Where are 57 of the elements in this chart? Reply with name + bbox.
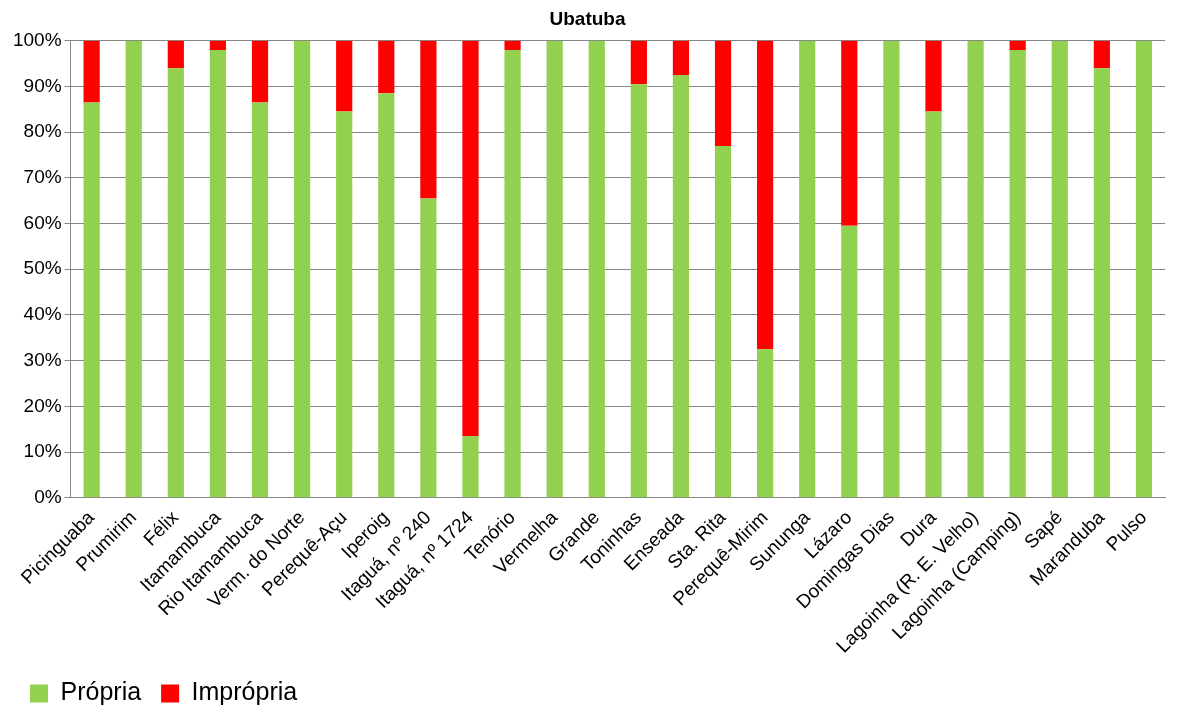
y-tick-label: 30% — [23, 348, 62, 370]
y-tick-label: 0% — [34, 485, 62, 507]
bar — [672, 75, 690, 498]
bar — [420, 40, 437, 199]
legend-label: Própria — [60, 677, 142, 706]
bar — [462, 436, 479, 498]
bar — [1009, 49, 1026, 498]
bar — [841, 40, 858, 226]
bar — [378, 40, 395, 94]
y-tick-label: 20% — [23, 394, 62, 416]
bar — [1051, 40, 1068, 498]
bar — [714, 40, 732, 146]
bar — [757, 40, 774, 350]
bar — [294, 40, 311, 498]
bar — [1093, 68, 1110, 498]
y-tick-label: 60% — [23, 211, 62, 233]
y-tick-label: 90% — [23, 74, 62, 96]
y-tick-label: 40% — [23, 303, 62, 325]
bar — [799, 40, 816, 498]
bar — [504, 40, 521, 50]
bar — [967, 40, 984, 498]
bar — [209, 49, 227, 498]
bar — [378, 93, 395, 498]
bar — [925, 40, 942, 112]
bar — [209, 40, 227, 50]
bar — [336, 111, 353, 498]
bar — [883, 40, 900, 498]
bar — [546, 40, 563, 498]
bar — [251, 40, 269, 103]
bar — [630, 40, 647, 85]
bar — [462, 40, 479, 437]
bar — [125, 40, 142, 498]
y-tick-label: 70% — [23, 166, 62, 188]
bar — [167, 68, 184, 498]
y-tick-label: 100% — [12, 29, 62, 51]
bar — [1009, 40, 1026, 50]
y-tick-label: 80% — [23, 120, 62, 142]
bar — [1135, 40, 1153, 498]
bar — [83, 102, 100, 498]
y-tick-label: 50% — [23, 257, 62, 279]
bar — [504, 49, 521, 498]
bar — [167, 40, 184, 69]
y-tick-label: 10% — [23, 440, 62, 462]
chart-title: Ubatuba — [549, 7, 626, 29]
bar — [757, 349, 774, 498]
bar — [420, 198, 437, 498]
bar — [630, 84, 647, 498]
bar — [672, 40, 690, 76]
bar — [83, 40, 100, 103]
bar — [251, 102, 269, 498]
bar — [925, 111, 942, 498]
bar — [1093, 40, 1110, 69]
bar — [588, 40, 605, 498]
bar — [336, 40, 353, 112]
legend-label: Imprópria — [191, 677, 298, 706]
bar — [841, 225, 858, 498]
bar — [714, 145, 732, 498]
